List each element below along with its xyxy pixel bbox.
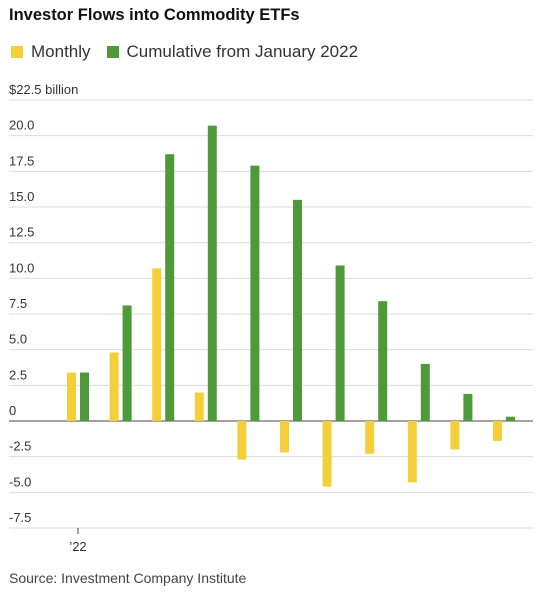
y-tick-label: -2.5	[9, 439, 31, 454]
bar-monthly	[67, 372, 76, 421]
y-tick-label: 10.0	[9, 260, 34, 275]
bar-monthly	[110, 353, 119, 421]
y-tick-label: 20.0	[9, 118, 34, 133]
source-note: Source: Investment Company Institute	[9, 570, 246, 586]
bar-cumulative	[250, 166, 259, 421]
bar-monthly	[195, 392, 204, 421]
bar-monthly	[237, 421, 246, 460]
y-tick-label: $22.5 billion	[9, 82, 78, 97]
y-tick-label: 7.5	[9, 296, 27, 311]
bar-monthly	[408, 421, 417, 482]
bar-cumulative	[80, 372, 89, 421]
y-tick-label: 2.5	[9, 367, 27, 382]
bar-cumulative	[293, 200, 302, 421]
bar-monthly	[450, 421, 459, 450]
bar-monthly	[280, 421, 289, 452]
bar-monthly	[152, 268, 161, 421]
y-tick-label: 5.0	[9, 332, 27, 347]
bar-cumulative	[165, 154, 174, 421]
bar-cumulative	[378, 301, 387, 421]
bar-cumulative	[208, 126, 217, 421]
bar-cumulative	[421, 364, 430, 421]
bar-cumulative	[506, 417, 515, 421]
y-tick-label: -7.5	[9, 510, 31, 525]
bar-monthly	[365, 421, 374, 454]
y-tick-label: 15.0	[9, 189, 34, 204]
bar-cumulative	[123, 305, 132, 421]
y-tick-label: -5.0	[9, 474, 31, 489]
x-tick-label: ’22	[69, 539, 86, 554]
bar-monthly	[493, 421, 502, 441]
y-tick-label: 12.5	[9, 225, 34, 240]
bar-monthly	[323, 421, 332, 487]
y-tick-label: 0	[9, 403, 16, 418]
y-tick-label: 17.5	[9, 153, 34, 168]
bar-cumulative	[463, 394, 472, 421]
bar-cumulative	[336, 265, 345, 421]
